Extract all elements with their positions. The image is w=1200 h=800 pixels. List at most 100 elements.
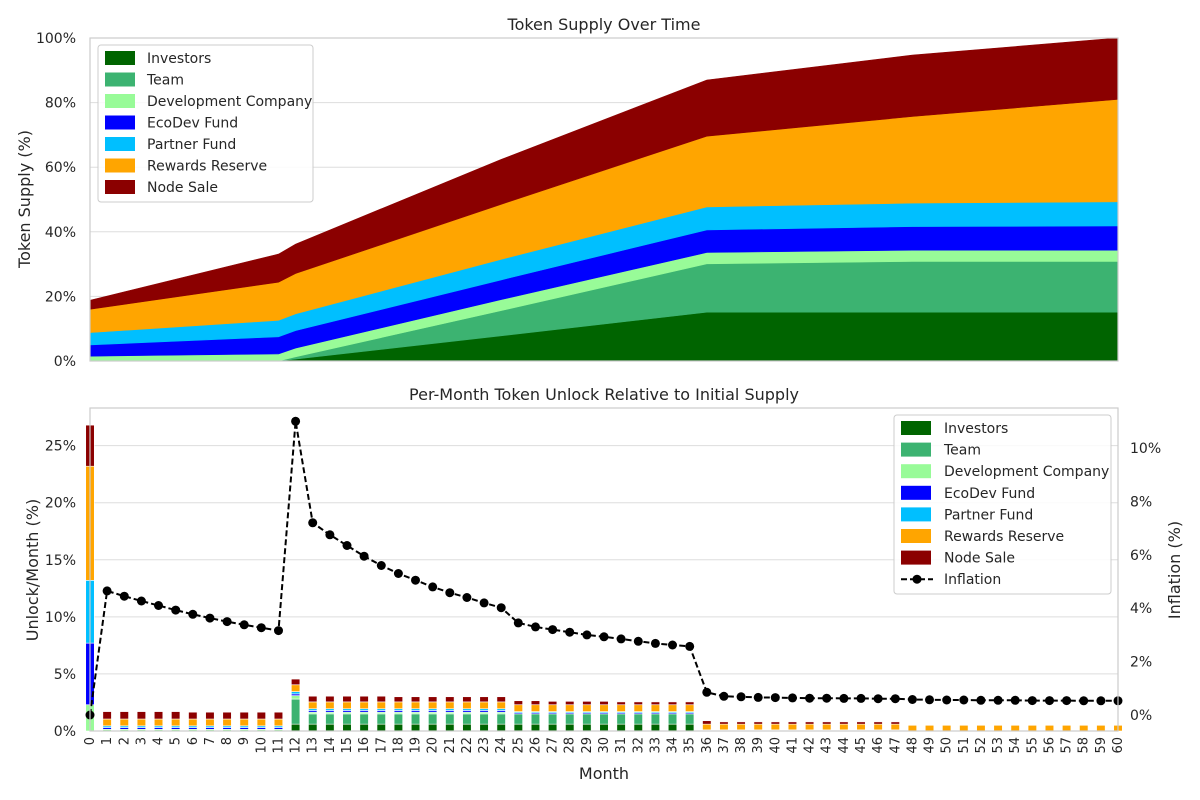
unlock-bar-rewards-reserve xyxy=(479,701,489,710)
month-tick: 9 xyxy=(237,737,252,745)
inflation-point xyxy=(291,416,301,426)
month-tick: 60 xyxy=(1111,737,1126,754)
inflation-point xyxy=(1096,696,1106,706)
unlock-bar-investors xyxy=(410,723,421,732)
supply-legend-swatch-development-company xyxy=(105,94,135,108)
unlock-bar-rewards-reserve xyxy=(1062,724,1072,732)
month-tick: 1 xyxy=(100,737,115,745)
unlock-bar-rewards-reserve xyxy=(805,723,815,731)
supply-legend-label-partner-fund: Partner Fund xyxy=(147,137,236,153)
inflation-point xyxy=(1062,696,1072,706)
unlock-bar-investors xyxy=(548,723,558,732)
inflation-point xyxy=(154,601,163,610)
unlock-bar-rewards-reserve xyxy=(102,718,112,727)
unlock-bar-rewards-reserve xyxy=(239,718,249,727)
unlock-bar-rewards-reserve xyxy=(445,701,455,710)
inflation-point xyxy=(376,561,386,570)
inflation-point xyxy=(582,630,592,640)
month-tick: 52 xyxy=(974,737,989,754)
unlock-bar-investors xyxy=(342,723,352,732)
unlock-bar-investors xyxy=(462,723,472,732)
unlock-bar-rewards-reserve xyxy=(496,701,506,710)
inflation-point xyxy=(822,693,832,703)
month-tick: 50 xyxy=(940,737,955,754)
supply-y-tick: 100% xyxy=(36,31,76,47)
month-tick: 24 xyxy=(494,737,509,754)
unlock-bar-rewards-reserve xyxy=(1079,724,1089,732)
inflation-point xyxy=(993,695,1003,705)
inflation-point xyxy=(959,695,969,705)
inflation-y-tick: 8% xyxy=(1130,494,1152,510)
month-tick: 31 xyxy=(614,737,629,754)
unlock-bar-rewards-reserve xyxy=(650,704,660,712)
unlock-bar-rewards-reserve xyxy=(702,723,712,731)
unlock-bar-team xyxy=(548,713,558,725)
unlock-bar-node-sale xyxy=(188,711,198,720)
inflation-point xyxy=(205,613,215,623)
unlock-bar-team xyxy=(633,713,643,725)
unlock-bar-rewards-reserve xyxy=(993,724,1003,732)
month-tick: 43 xyxy=(820,737,835,754)
unlock-bar-node-sale xyxy=(273,711,284,720)
unlock-bar-investors xyxy=(325,723,335,732)
month-tick: 56 xyxy=(1042,737,1057,754)
month-tick: 45 xyxy=(854,737,869,754)
unlock-bar-node-sale xyxy=(702,720,712,725)
supply-chart-title: Token Supply Over Time xyxy=(507,15,701,34)
month-tick: 28 xyxy=(563,737,578,754)
unlock-bar-team xyxy=(445,713,455,725)
unlock-bar-node-sale xyxy=(496,696,506,703)
unlock-bar-node-sale xyxy=(462,696,472,703)
month-tick: 51 xyxy=(957,737,972,754)
unlock-bar-rewards-reserve xyxy=(907,724,917,732)
inflation-point xyxy=(256,623,266,633)
month-tick: 30 xyxy=(597,737,612,754)
unlock-bar-rewards-reserve xyxy=(942,724,952,732)
inflation-point xyxy=(496,603,506,613)
inflation-point xyxy=(548,625,558,635)
supply-legend-label-rewards-reserve: Rewards Reserve xyxy=(147,159,267,175)
unlock-bar-rewards-reserve xyxy=(530,704,541,712)
inflation-point xyxy=(1010,695,1020,705)
unlock-bar-rewards-reserve xyxy=(1096,724,1106,732)
unlock-bar-team xyxy=(667,713,678,725)
month-tick: 27 xyxy=(546,737,561,754)
unlock-bar-rewards-reserve xyxy=(462,701,472,710)
unlock-bar-node-sale xyxy=(222,711,232,720)
inflation-point xyxy=(599,632,609,642)
unlock-bar-node-sale xyxy=(530,700,541,706)
unlock-bar-rewards-reserve xyxy=(890,723,900,731)
unlock-bar-rewards-reserve xyxy=(582,704,592,712)
unlock-bar-investors xyxy=(633,723,643,732)
unlock-bar-investors xyxy=(650,723,660,732)
unlock-bar-rewards-reserve xyxy=(736,723,746,731)
unlock-bar-node-sale xyxy=(445,696,455,703)
inflation-point xyxy=(325,530,335,540)
month-tick: 11 xyxy=(271,737,286,754)
month-tick: 42 xyxy=(803,737,818,754)
supply-chart: Token Supply Over Time 0% 20% 40% 60% 80% 100… xyxy=(15,15,1119,370)
inflation-point xyxy=(1079,696,1089,706)
unlock-bar-node-sale xyxy=(856,721,866,725)
month-tick: 33 xyxy=(648,737,663,754)
supply-legend-box xyxy=(97,44,314,203)
unlock-bar-team xyxy=(582,713,592,725)
month-tick: 41 xyxy=(785,737,800,754)
inflation-point xyxy=(650,638,660,648)
unlock-bar-team xyxy=(428,713,438,725)
inflation-point xyxy=(1027,696,1037,706)
inflation-point xyxy=(719,691,729,701)
inflation-point xyxy=(119,591,129,601)
unlock-bar-investors xyxy=(599,723,609,732)
supply-y-tick: 0% xyxy=(54,354,76,370)
month-tick: 18 xyxy=(391,737,406,754)
unlock-bar-team xyxy=(616,713,626,725)
inflation-point xyxy=(736,692,746,702)
month-tick: 25 xyxy=(511,737,526,754)
inflation-point xyxy=(1045,696,1054,706)
unlock-bar-node-sale xyxy=(359,695,369,703)
inflation-point xyxy=(171,605,181,615)
inflation-point xyxy=(942,695,952,705)
unlock-bar-node-sale xyxy=(770,721,780,725)
unlock-bar-investors xyxy=(376,723,386,732)
